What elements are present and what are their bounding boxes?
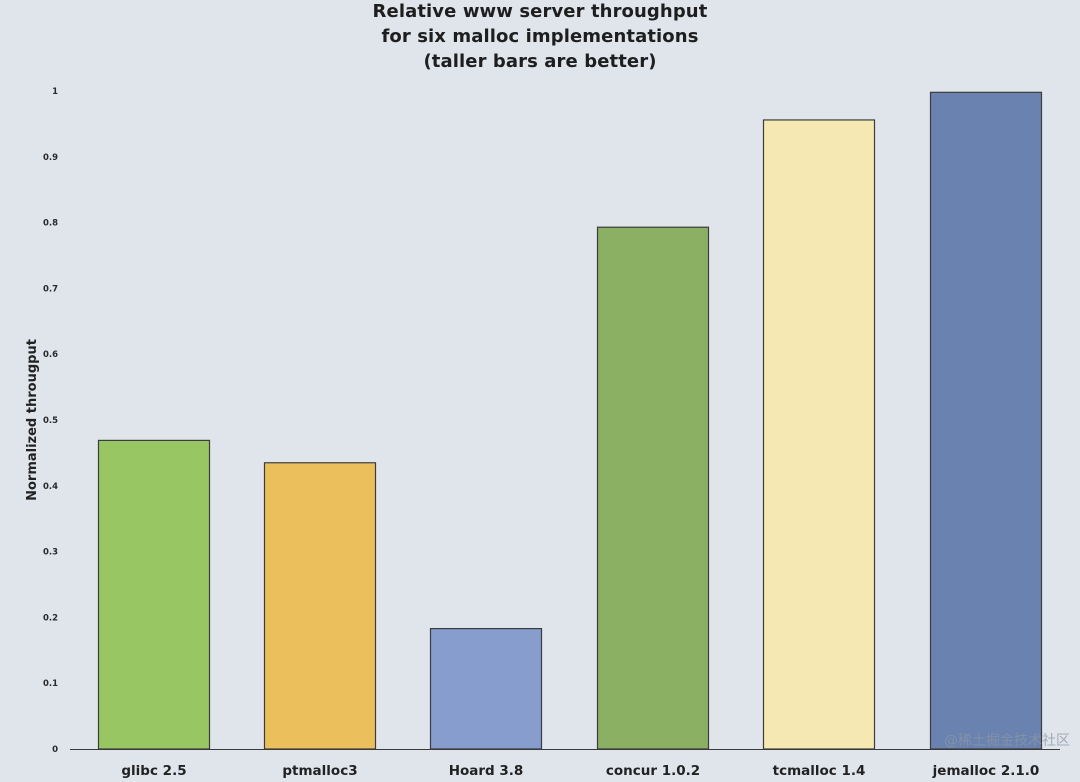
bar [929,91,1043,750]
x-axis: glibc 2.5 ptmalloc3 Hoard 3.8 concur 1.0.2 t… [70,749,1060,779]
x-tick-label: concur 1.0.2 [606,763,700,779]
y-tick-label: 0.3 [43,548,58,558]
y-tick-label: 0.5 [43,416,58,426]
chart-title-line: Relative www server throughput [372,1,708,22]
y-tick-label: 0.4 [43,482,58,492]
bar [762,119,876,750]
x-tick-label: ptmalloc3 [282,763,357,779]
y-tick-label: 0.9 [43,153,58,163]
x-tick-label: jemalloc 2.1.0 [932,763,1040,779]
chart-title-line: (taller bars are better) [423,51,657,72]
y-axis-label: Normalized througput [25,339,40,501]
bar [596,226,710,750]
y-tick-label: 1 [52,87,58,97]
x-tick-label: tcmalloc 1.4 [773,763,866,779]
bar [429,627,543,750]
y-tick-label: 0.7 [43,284,58,294]
watermark-text: @稀土掘金技术社区 [944,733,1070,749]
x-tick-label: glibc 2.5 [121,763,186,779]
bars [97,91,1043,750]
y-tick-label: 0 [52,745,58,755]
x-tick-label: Hoard 3.8 [449,763,524,779]
y-tick-label: 0.2 [43,613,58,623]
y-tick-label: 0.1 [43,679,58,689]
y-tick-label: 0.6 [43,350,58,360]
bar [97,439,211,750]
bar [263,462,377,750]
y-axis: 0 0.1 0.2 0.3 0.4 0.5 0.6 0.7 0.8 0.9 1 [43,87,58,755]
chart-title: Relative www server throughput for six m… [0,0,1080,74]
y-tick-label: 0.8 [43,219,58,229]
chart-title-line: for six malloc implementations [381,26,699,47]
